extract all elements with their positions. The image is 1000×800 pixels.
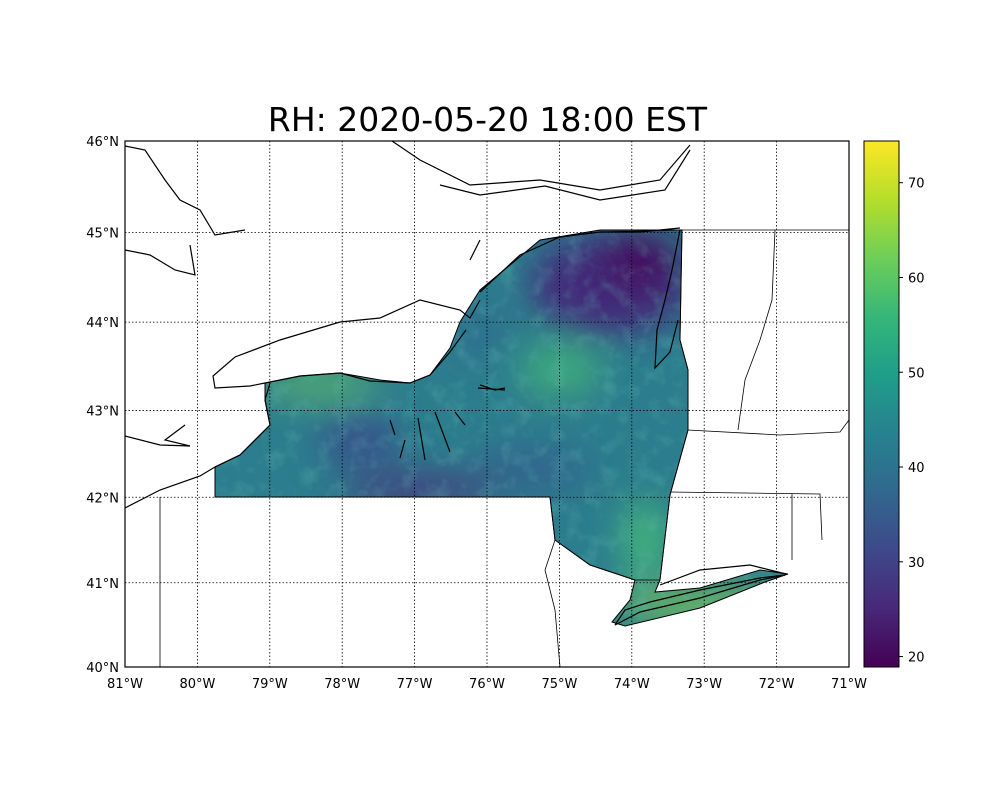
y-tick-label: 41°N <box>86 577 119 592</box>
x-tick-label: 74°W <box>614 677 650 692</box>
x-tick-label: 75°W <box>541 677 577 692</box>
colorbar-tick-label: 40 <box>908 461 925 476</box>
x-tick-label: 77°W <box>397 677 433 692</box>
colorbar-tick-label: 50 <box>908 366 925 381</box>
x-tick-label: 81°W <box>107 677 143 692</box>
colorbar-tick-label: 20 <box>908 651 925 666</box>
x-tick-label: 76°W <box>469 677 505 692</box>
map-title: RH: 2020-05-20 18:00 EST <box>267 100 708 139</box>
x-tick-label: 80°W <box>179 677 215 692</box>
georgian-bay <box>124 145 246 276</box>
colorbar-tick-label: 30 <box>908 556 925 571</box>
rh-field <box>215 230 788 626</box>
lake-george-islands <box>479 384 506 391</box>
connecticut-shore <box>659 564 787 586</box>
ny-canada-border <box>539 229 849 241</box>
ct-ma-border <box>669 491 823 560</box>
map-frame <box>124 140 850 668</box>
new-york-outline <box>214 229 789 627</box>
x-tick-label: 79°W <box>252 677 288 692</box>
x-axis: 81°W 80°W 79°W 78°W 77°W 76°W 75°W 74°W 73°W 72°W… <box>107 677 867 692</box>
y-tick-label: 44°N <box>86 316 119 331</box>
y-axis: 40°N 41°N 42°N 43°N 44°N 45°N 46°N <box>86 135 119 676</box>
y-tick-label: 40°N <box>86 661 119 676</box>
y-tick-label: 45°N <box>86 226 119 241</box>
colorbar-tick-label: 60 <box>908 271 925 286</box>
x-tick-label: 72°W <box>759 677 795 692</box>
nj-pa-border <box>544 539 561 668</box>
y-tick-label: 43°N <box>86 404 119 419</box>
lake-champlain <box>654 229 681 370</box>
x-tick-label: 73°W <box>686 677 722 692</box>
x-tick-label: 71°W <box>831 677 867 692</box>
y-tick-label: 42°N <box>86 491 119 506</box>
finger-lakes <box>389 387 506 461</box>
colorbar-ticks: 20 30 40 50 60 70 <box>899 177 925 666</box>
colorbar: 20 30 40 50 60 70 <box>863 140 925 668</box>
vt-nh-border <box>687 229 850 436</box>
x-tick-label: 78°W <box>324 677 360 692</box>
colorbar-tick-label: 70 <box>908 177 925 192</box>
colorbar-gradient <box>863 140 900 668</box>
long-island <box>614 574 786 626</box>
y-tick-label: 46°N <box>86 135 119 150</box>
